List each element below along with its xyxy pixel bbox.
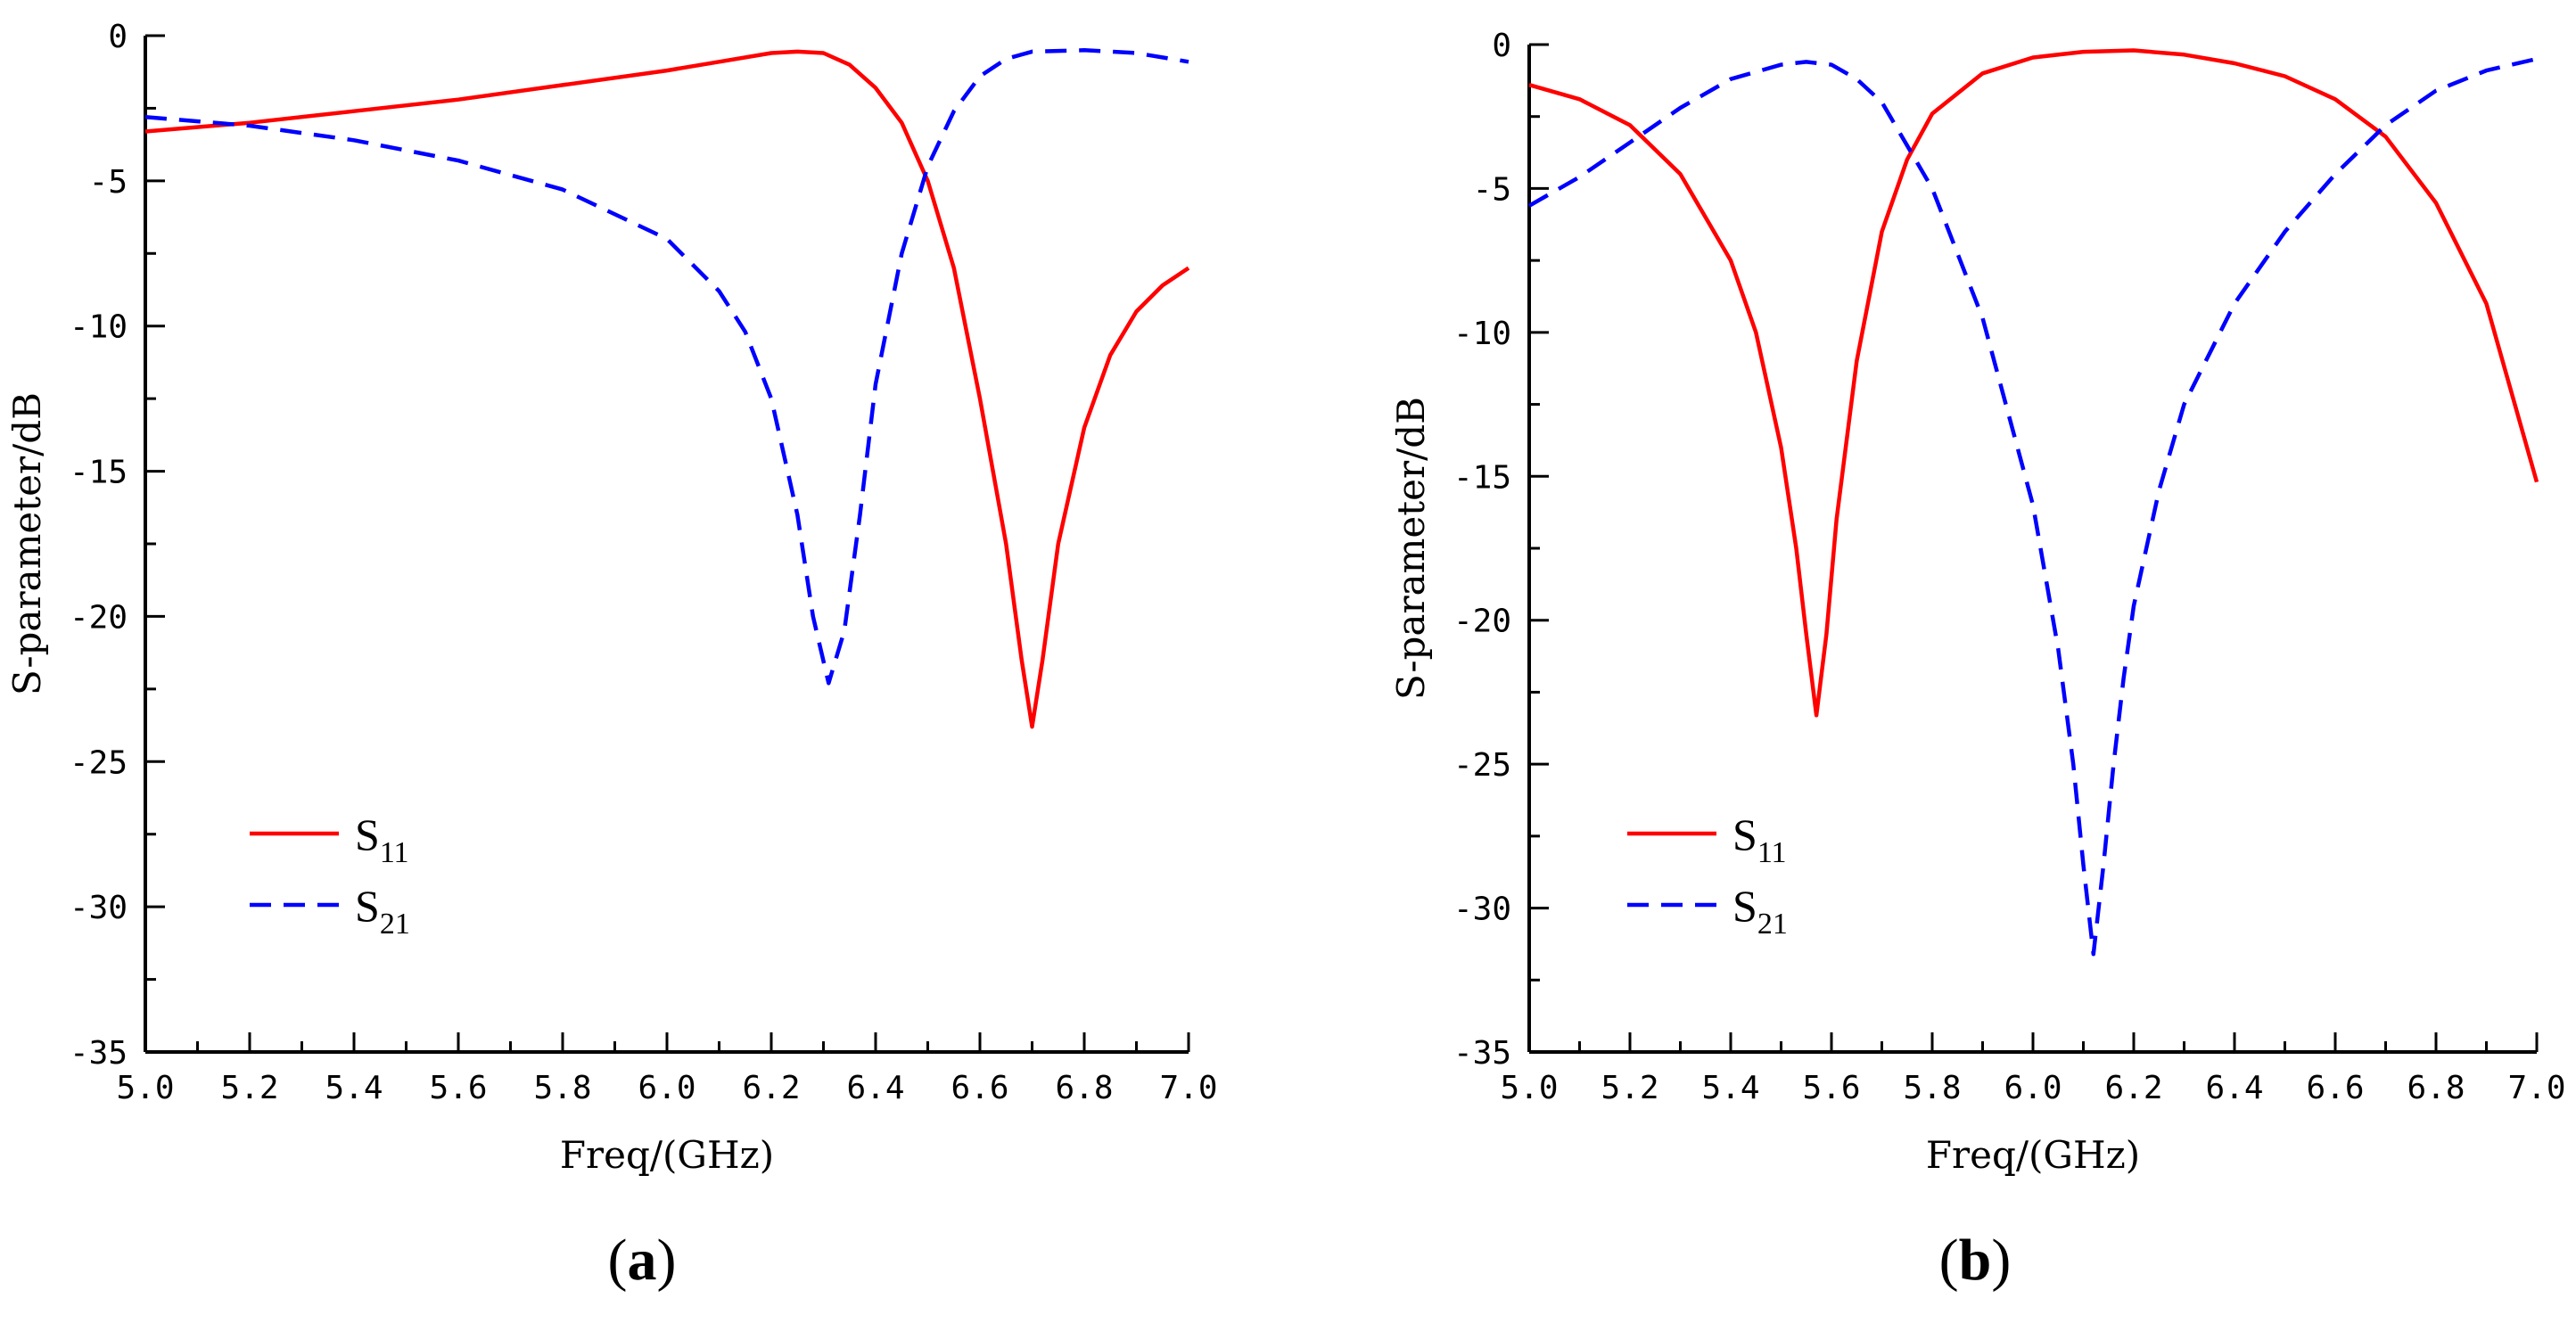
legend-label-s21: S21 <box>355 881 410 941</box>
x-tick-label: 6.6 <box>2306 1070 2364 1106</box>
legend-label-subscript: 21 <box>1757 908 1788 941</box>
panel-label-letter: b <box>1959 1228 1992 1293</box>
y-tick-label: -35 <box>1453 1035 1511 1072</box>
panel-label: (a) <box>608 1228 677 1293</box>
y-tick-label: 0 <box>1492 28 1511 64</box>
series-line-s21 <box>1527 56 2538 957</box>
legend-label-base: S <box>1732 881 1757 931</box>
x-tick-label: 5.0 <box>116 1070 174 1106</box>
x-tick-label: 5.2 <box>220 1070 278 1106</box>
y-tick-label: -15 <box>1453 459 1511 496</box>
series-line-s11 <box>144 49 1190 729</box>
y-tick-label: -30 <box>1453 892 1511 928</box>
x-axis-title: Freq/(GHz) <box>560 1133 774 1177</box>
y-tick-label: -20 <box>1453 604 1511 640</box>
x-tick-label: 5.0 <box>1500 1070 1558 1106</box>
y-tick-label: -10 <box>70 309 128 346</box>
y-tick-label: -25 <box>70 744 128 781</box>
legend-label-base: S <box>355 881 380 931</box>
legend-label-s11: S11 <box>355 809 409 869</box>
x-tick-label: 5.4 <box>325 1070 383 1106</box>
chart-panel-b: 5.0 5.2 5.4 5.6 5.8 6.0 6.2 6.4 6.6 6.8 7.0 0 -5 -10 -… <box>1389 28 2566 1293</box>
legend-label-subscript: 21 <box>380 908 410 941</box>
x-tick-label: 6.4 <box>846 1070 904 1106</box>
legend-label-s11: S11 <box>1732 809 1787 869</box>
panel-label-letter: a <box>628 1228 657 1293</box>
y-tick-label: -25 <box>1453 747 1511 784</box>
x-axis-title: Freq/(GHz) <box>1926 1133 2140 1177</box>
x-tick-label: 5.6 <box>1802 1070 1860 1106</box>
legend-label-subscript: 11 <box>380 836 409 869</box>
y-tick-label: -5 <box>1473 171 1511 208</box>
series-line-s21 <box>144 48 1189 686</box>
x-tick-label: 5.2 <box>1601 1070 1658 1106</box>
x-tick-label: 6.2 <box>742 1070 800 1106</box>
panel-label-close: ) <box>1991 1228 2011 1293</box>
x-tick-label: 7.0 <box>1159 1070 1217 1106</box>
panel-label-open: ( <box>1939 1228 1959 1293</box>
x-tick-label: 5.8 <box>1903 1070 1961 1106</box>
legend-label-base: S <box>355 809 380 859</box>
x-tick-label: 6.6 <box>951 1070 1008 1106</box>
x-tick-label: 6.0 <box>2004 1070 2062 1106</box>
panel-label: (b) <box>1939 1228 2012 1293</box>
y-tick-label: -30 <box>70 890 128 926</box>
y-tick-label: -10 <box>1453 316 1511 352</box>
x-tick-label: 6.8 <box>1055 1070 1113 1106</box>
x-tick-label: 6.0 <box>638 1070 695 1106</box>
series-line-s11 <box>1528 48 2539 718</box>
panel-label-close: ) <box>657 1228 677 1293</box>
legend-label-s21: S21 <box>1732 881 1788 941</box>
y-tick-label: -15 <box>70 455 128 491</box>
y-tick-label: -35 <box>70 1035 128 1072</box>
legend-label-base: S <box>1732 809 1757 859</box>
x-tick-label: 5.8 <box>533 1070 591 1106</box>
x-tick-label: 5.4 <box>1701 1070 1759 1106</box>
y-axis-title: S-parameter/dB <box>1389 397 1433 700</box>
x-tick-label: 6.8 <box>2407 1070 2465 1106</box>
y-tick-label: -20 <box>70 599 128 636</box>
y-tick-label: 0 <box>108 19 128 55</box>
x-tick-label: 6.4 <box>2205 1070 2263 1106</box>
chart-panel-a: 5.0 5.2 5.4 5.6 5.8 6.0 6.2 6.4 6.6 6.8 7.0 0 -5 -10 -… <box>5 19 1218 1293</box>
legend-label-subscript: 11 <box>1757 836 1787 869</box>
y-tick-label: -5 <box>89 164 128 201</box>
x-tick-label: 6.2 <box>2104 1070 2162 1106</box>
y-axis-title: S-parameter/dB <box>5 392 49 695</box>
panel-label-open: ( <box>608 1228 628 1293</box>
x-tick-label: 5.6 <box>429 1070 487 1106</box>
x-tick-label: 7.0 <box>2507 1070 2565 1106</box>
